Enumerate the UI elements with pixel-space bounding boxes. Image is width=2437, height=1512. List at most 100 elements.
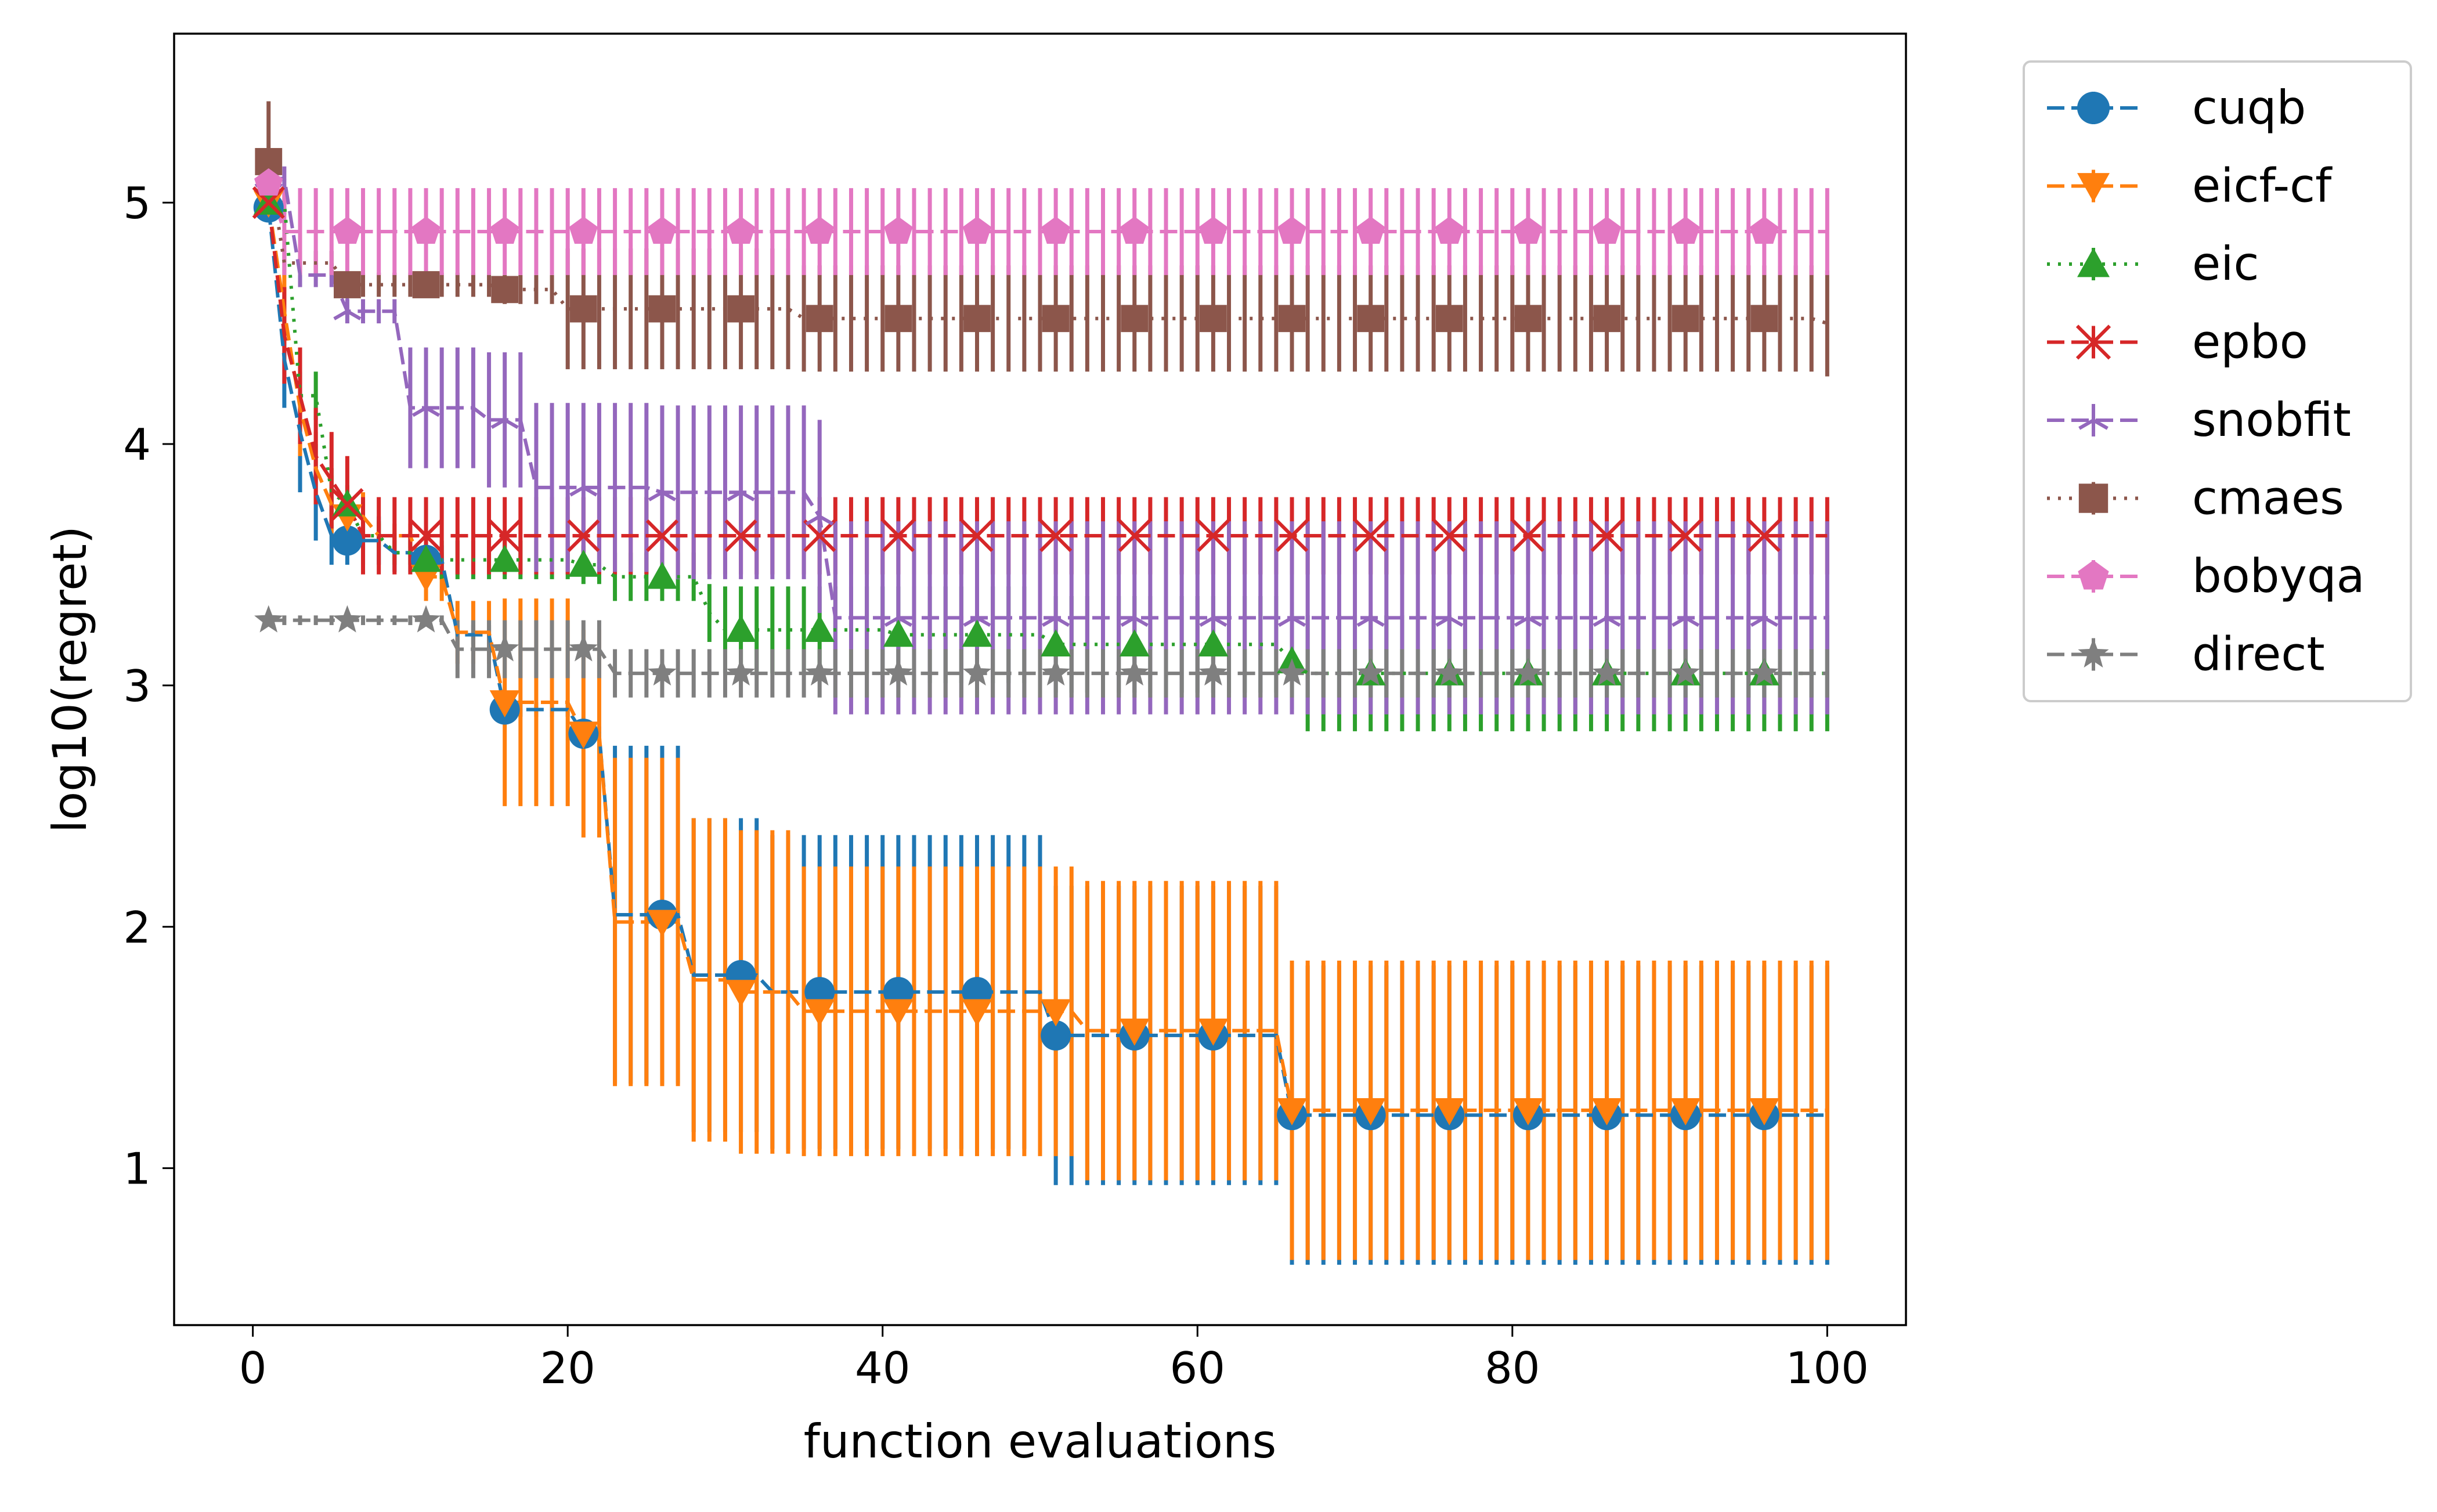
marker-tri bbox=[1356, 602, 1385, 627]
marker-square bbox=[569, 295, 597, 323]
marker-tri-stroke bbox=[2078, 418, 2095, 430]
x-axis-ticks: 0 20 40 60 80 100 bbox=[239, 1325, 1869, 1394]
marker-tri-stroke bbox=[727, 490, 742, 501]
marker-square bbox=[1671, 305, 1699, 333]
marker-tri bbox=[884, 602, 912, 627]
marker-square bbox=[1435, 305, 1463, 333]
marker-tri-stroke bbox=[1750, 616, 1766, 627]
marker-x-stroke bbox=[488, 519, 521, 553]
markers-epbo bbox=[252, 186, 1781, 553]
marker-circle bbox=[332, 525, 363, 556]
marker-triangle-down bbox=[1041, 999, 1071, 1027]
x-tick-label: 0 bbox=[239, 1343, 267, 1394]
marker-triangle-up bbox=[647, 561, 677, 589]
marker-square bbox=[1200, 305, 1227, 333]
marker-triangle-up bbox=[1198, 629, 1229, 656]
marker-tri bbox=[490, 405, 519, 430]
marker-tri-stroke bbox=[569, 486, 584, 497]
marker-x bbox=[331, 488, 364, 521]
marker-star bbox=[1356, 658, 1385, 686]
x-tick-label: 20 bbox=[540, 1343, 595, 1394]
marker-circle bbox=[2077, 92, 2110, 124]
series-markers bbox=[252, 148, 1781, 1131]
marker-tri-stroke bbox=[1435, 616, 1450, 627]
marker-triangle-down bbox=[1670, 1098, 1701, 1125]
marker-triangle-down bbox=[725, 980, 756, 1008]
marker-star bbox=[726, 658, 756, 686]
legend-label: snobfit bbox=[2192, 393, 2351, 447]
marker-star bbox=[411, 605, 441, 633]
marker-pentagon bbox=[2078, 560, 2109, 590]
marker-square bbox=[1593, 305, 1620, 333]
marker-x-stroke bbox=[331, 488, 364, 521]
marker-square bbox=[963, 305, 991, 333]
marker-tri-stroke bbox=[346, 309, 362, 320]
marker-tri bbox=[411, 392, 441, 417]
x-tick-label: 40 bbox=[855, 1343, 910, 1394]
marker-tri bbox=[1120, 602, 1149, 627]
marker-x-stroke bbox=[409, 519, 443, 553]
marker-triangle-up bbox=[1041, 629, 1071, 656]
marker-tri-stroke bbox=[1356, 616, 1372, 627]
marker-x-stroke bbox=[567, 519, 600, 553]
legend-label: eic bbox=[2192, 237, 2259, 291]
marker-tri-stroke bbox=[1527, 616, 1543, 627]
marker-x-stroke bbox=[2075, 324, 2111, 360]
legend-label: eicf-cf bbox=[2192, 159, 2333, 213]
axes-frame bbox=[173, 33, 1907, 1326]
marker-pentagon bbox=[648, 216, 677, 244]
marker-x bbox=[1748, 519, 1781, 553]
legend-label: epbo bbox=[2192, 315, 2308, 369]
marker-tri-stroke bbox=[740, 490, 755, 501]
marker-tri-stroke bbox=[1606, 616, 1621, 627]
marker-tri-stroke bbox=[1291, 616, 1306, 627]
marker-x bbox=[645, 519, 679, 553]
marker-tri bbox=[648, 477, 677, 501]
marker-x-stroke bbox=[1197, 519, 1230, 553]
legend-entry-bobyqa: bobyqa bbox=[2047, 549, 2365, 603]
marker-tri bbox=[1277, 602, 1306, 627]
marker-star bbox=[1592, 658, 1622, 686]
marker-x-stroke bbox=[1433, 519, 1466, 553]
marker-star bbox=[1514, 658, 1543, 686]
marker-tri bbox=[1199, 602, 1227, 627]
marker-x-stroke bbox=[1590, 519, 1623, 553]
marker-star bbox=[962, 658, 992, 686]
marker-pentagon bbox=[726, 216, 756, 244]
marker-triangle-down bbox=[1119, 1018, 1150, 1046]
marker-tri-stroke bbox=[411, 406, 427, 417]
legend-entry-eic: eic bbox=[2047, 237, 2259, 291]
marker-triangle-down bbox=[1591, 1098, 1622, 1125]
marker-star bbox=[805, 658, 834, 686]
marker-star bbox=[1277, 658, 1306, 686]
markers-direct bbox=[254, 605, 1779, 686]
marker-x-stroke bbox=[1118, 519, 1151, 553]
marker-tri-stroke bbox=[1370, 616, 1385, 627]
series-line-snobfit bbox=[268, 176, 1828, 620]
marker-tri-stroke bbox=[963, 616, 978, 627]
marker-tri-stroke bbox=[897, 616, 912, 627]
marker-x bbox=[1275, 519, 1309, 553]
marker-x bbox=[882, 519, 915, 553]
marker-tri bbox=[1593, 602, 1621, 627]
marker-square bbox=[806, 305, 833, 333]
marker-square bbox=[491, 276, 519, 304]
y-tick-label: 2 bbox=[123, 902, 151, 953]
marker-tri-stroke bbox=[333, 309, 348, 320]
marker-triangle-up bbox=[962, 619, 992, 647]
marker-triangle-down bbox=[804, 999, 835, 1027]
marker-square bbox=[1750, 305, 1778, 333]
marker-square bbox=[884, 305, 912, 333]
marker-tri-stroke bbox=[1593, 616, 1608, 627]
marker-triangle-up bbox=[489, 544, 520, 572]
marker-square bbox=[2078, 483, 2109, 513]
y-tick-label: 5 bbox=[123, 178, 151, 229]
marker-triangle-down bbox=[647, 910, 677, 937]
marker-triangle-up bbox=[1119, 629, 1150, 656]
marker-tri-stroke bbox=[976, 616, 991, 627]
x-tick-label: 60 bbox=[1170, 1343, 1225, 1394]
marker-pentagon bbox=[1671, 216, 1700, 244]
marker-tri-stroke bbox=[818, 515, 834, 526]
marker-x-stroke bbox=[882, 519, 915, 553]
marker-pentagon bbox=[1277, 216, 1306, 244]
